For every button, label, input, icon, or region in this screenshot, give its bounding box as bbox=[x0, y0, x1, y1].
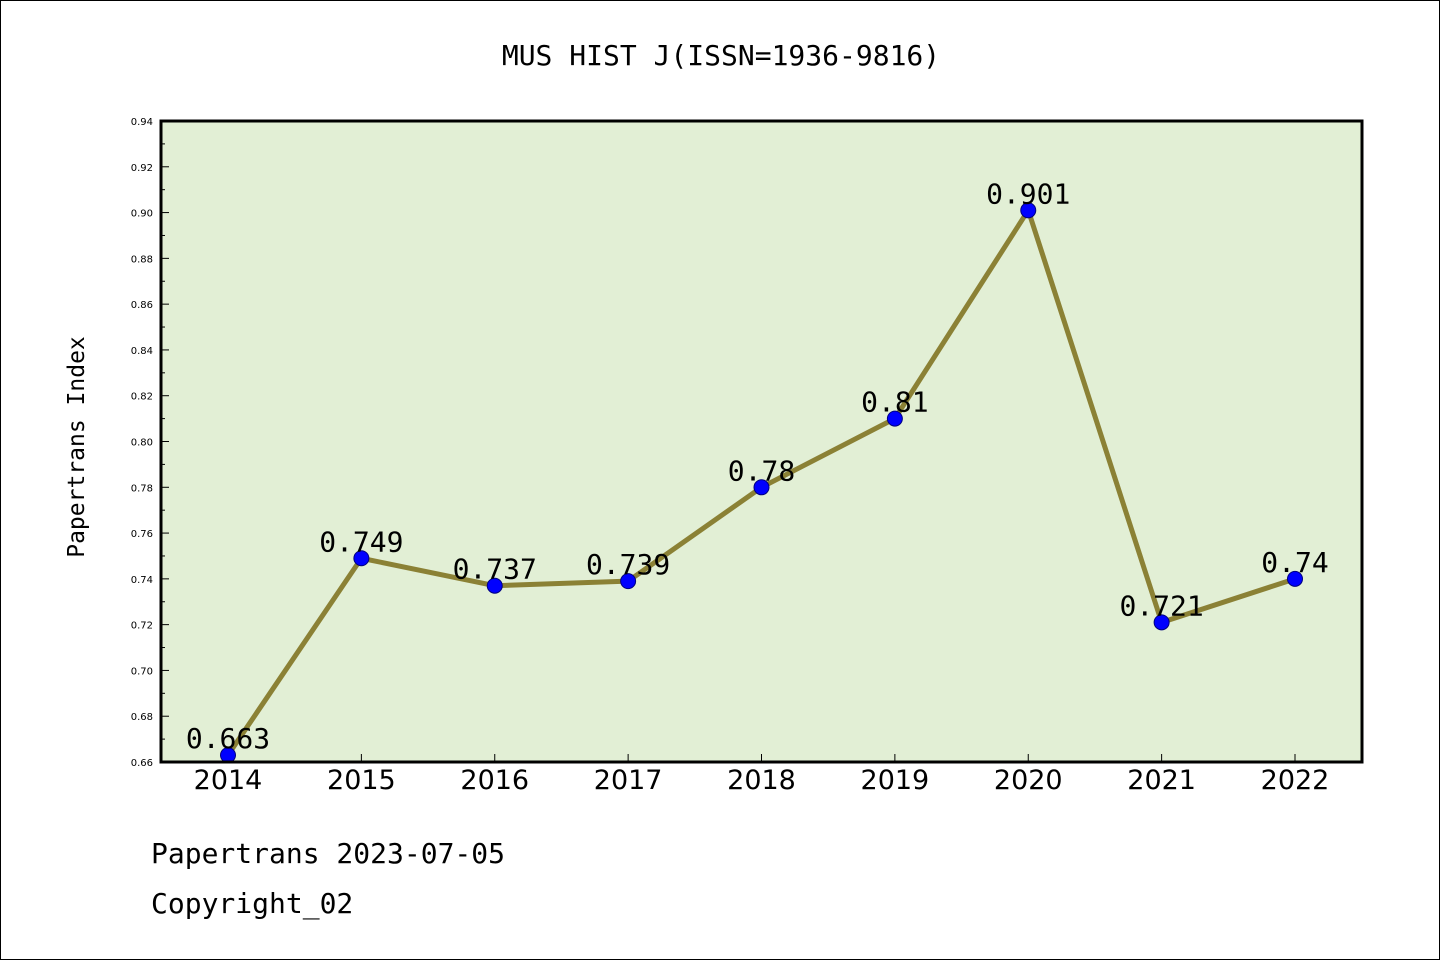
x-tick-label: 2015 bbox=[327, 765, 396, 796]
footer-copyright-text: Copyright_02 bbox=[151, 887, 354, 920]
data-point bbox=[1020, 202, 1037, 219]
y-tick-label: 0.90 bbox=[131, 209, 153, 220]
y-tick-label: 0.68 bbox=[131, 712, 153, 723]
y-tick-label: 0.80 bbox=[131, 438, 153, 449]
x-tick-label: 2017 bbox=[594, 765, 663, 796]
x-tick-label: 2018 bbox=[727, 765, 796, 796]
y-tick-label: 0.94 bbox=[131, 117, 153, 128]
y-tick-label: 0.66 bbox=[131, 758, 153, 769]
data-label: 0.739 bbox=[586, 548, 670, 581]
footer-date-text: Papertrans 2023-07-05 bbox=[151, 837, 506, 870]
data-point bbox=[486, 577, 503, 594]
y-tick-label: 0.86 bbox=[131, 300, 153, 311]
data-point bbox=[620, 573, 637, 590]
y-tick-label: 0.84 bbox=[131, 346, 153, 357]
data-label: 0.749 bbox=[319, 525, 403, 558]
data-label: 0.74 bbox=[1261, 546, 1328, 579]
x-tick-label: 2019 bbox=[861, 765, 930, 796]
data-label: 0.81 bbox=[861, 386, 928, 419]
y-tick-label: 0.88 bbox=[131, 254, 153, 265]
data-point bbox=[353, 550, 370, 567]
chart-title: MUS HIST J(ISSN=1936-9816) bbox=[501, 39, 941, 72]
data-label: 0.901 bbox=[986, 177, 1070, 210]
data-point bbox=[1153, 614, 1170, 631]
x-tick-label: 2014 bbox=[194, 765, 263, 796]
data-point bbox=[886, 410, 903, 427]
y-tick-label: 0.70 bbox=[131, 666, 153, 677]
x-tick-label: 2020 bbox=[994, 765, 1063, 796]
data-point bbox=[1287, 570, 1303, 587]
y-tick-label: 0.74 bbox=[131, 575, 153, 586]
x-tick-label: 2022 bbox=[1261, 765, 1330, 796]
data-point bbox=[753, 479, 770, 496]
y-tick-label: 0.76 bbox=[131, 529, 153, 540]
y-tick-label: 0.78 bbox=[131, 483, 153, 494]
data-label: 0.721 bbox=[1119, 589, 1203, 622]
y-tick-label: 0.82 bbox=[131, 392, 153, 403]
y-tick-label: 0.72 bbox=[131, 621, 153, 632]
x-tick-label: 2021 bbox=[1127, 765, 1196, 796]
x-tick-label: 2016 bbox=[460, 765, 529, 796]
data-label: 0.737 bbox=[453, 553, 537, 586]
data-label: 0.663 bbox=[186, 722, 270, 755]
y-tick-label: 0.92 bbox=[131, 163, 153, 174]
plot-frame bbox=[159, 119, 1364, 764]
data-label: 0.78 bbox=[728, 454, 795, 487]
plot-background bbox=[161, 121, 1362, 762]
